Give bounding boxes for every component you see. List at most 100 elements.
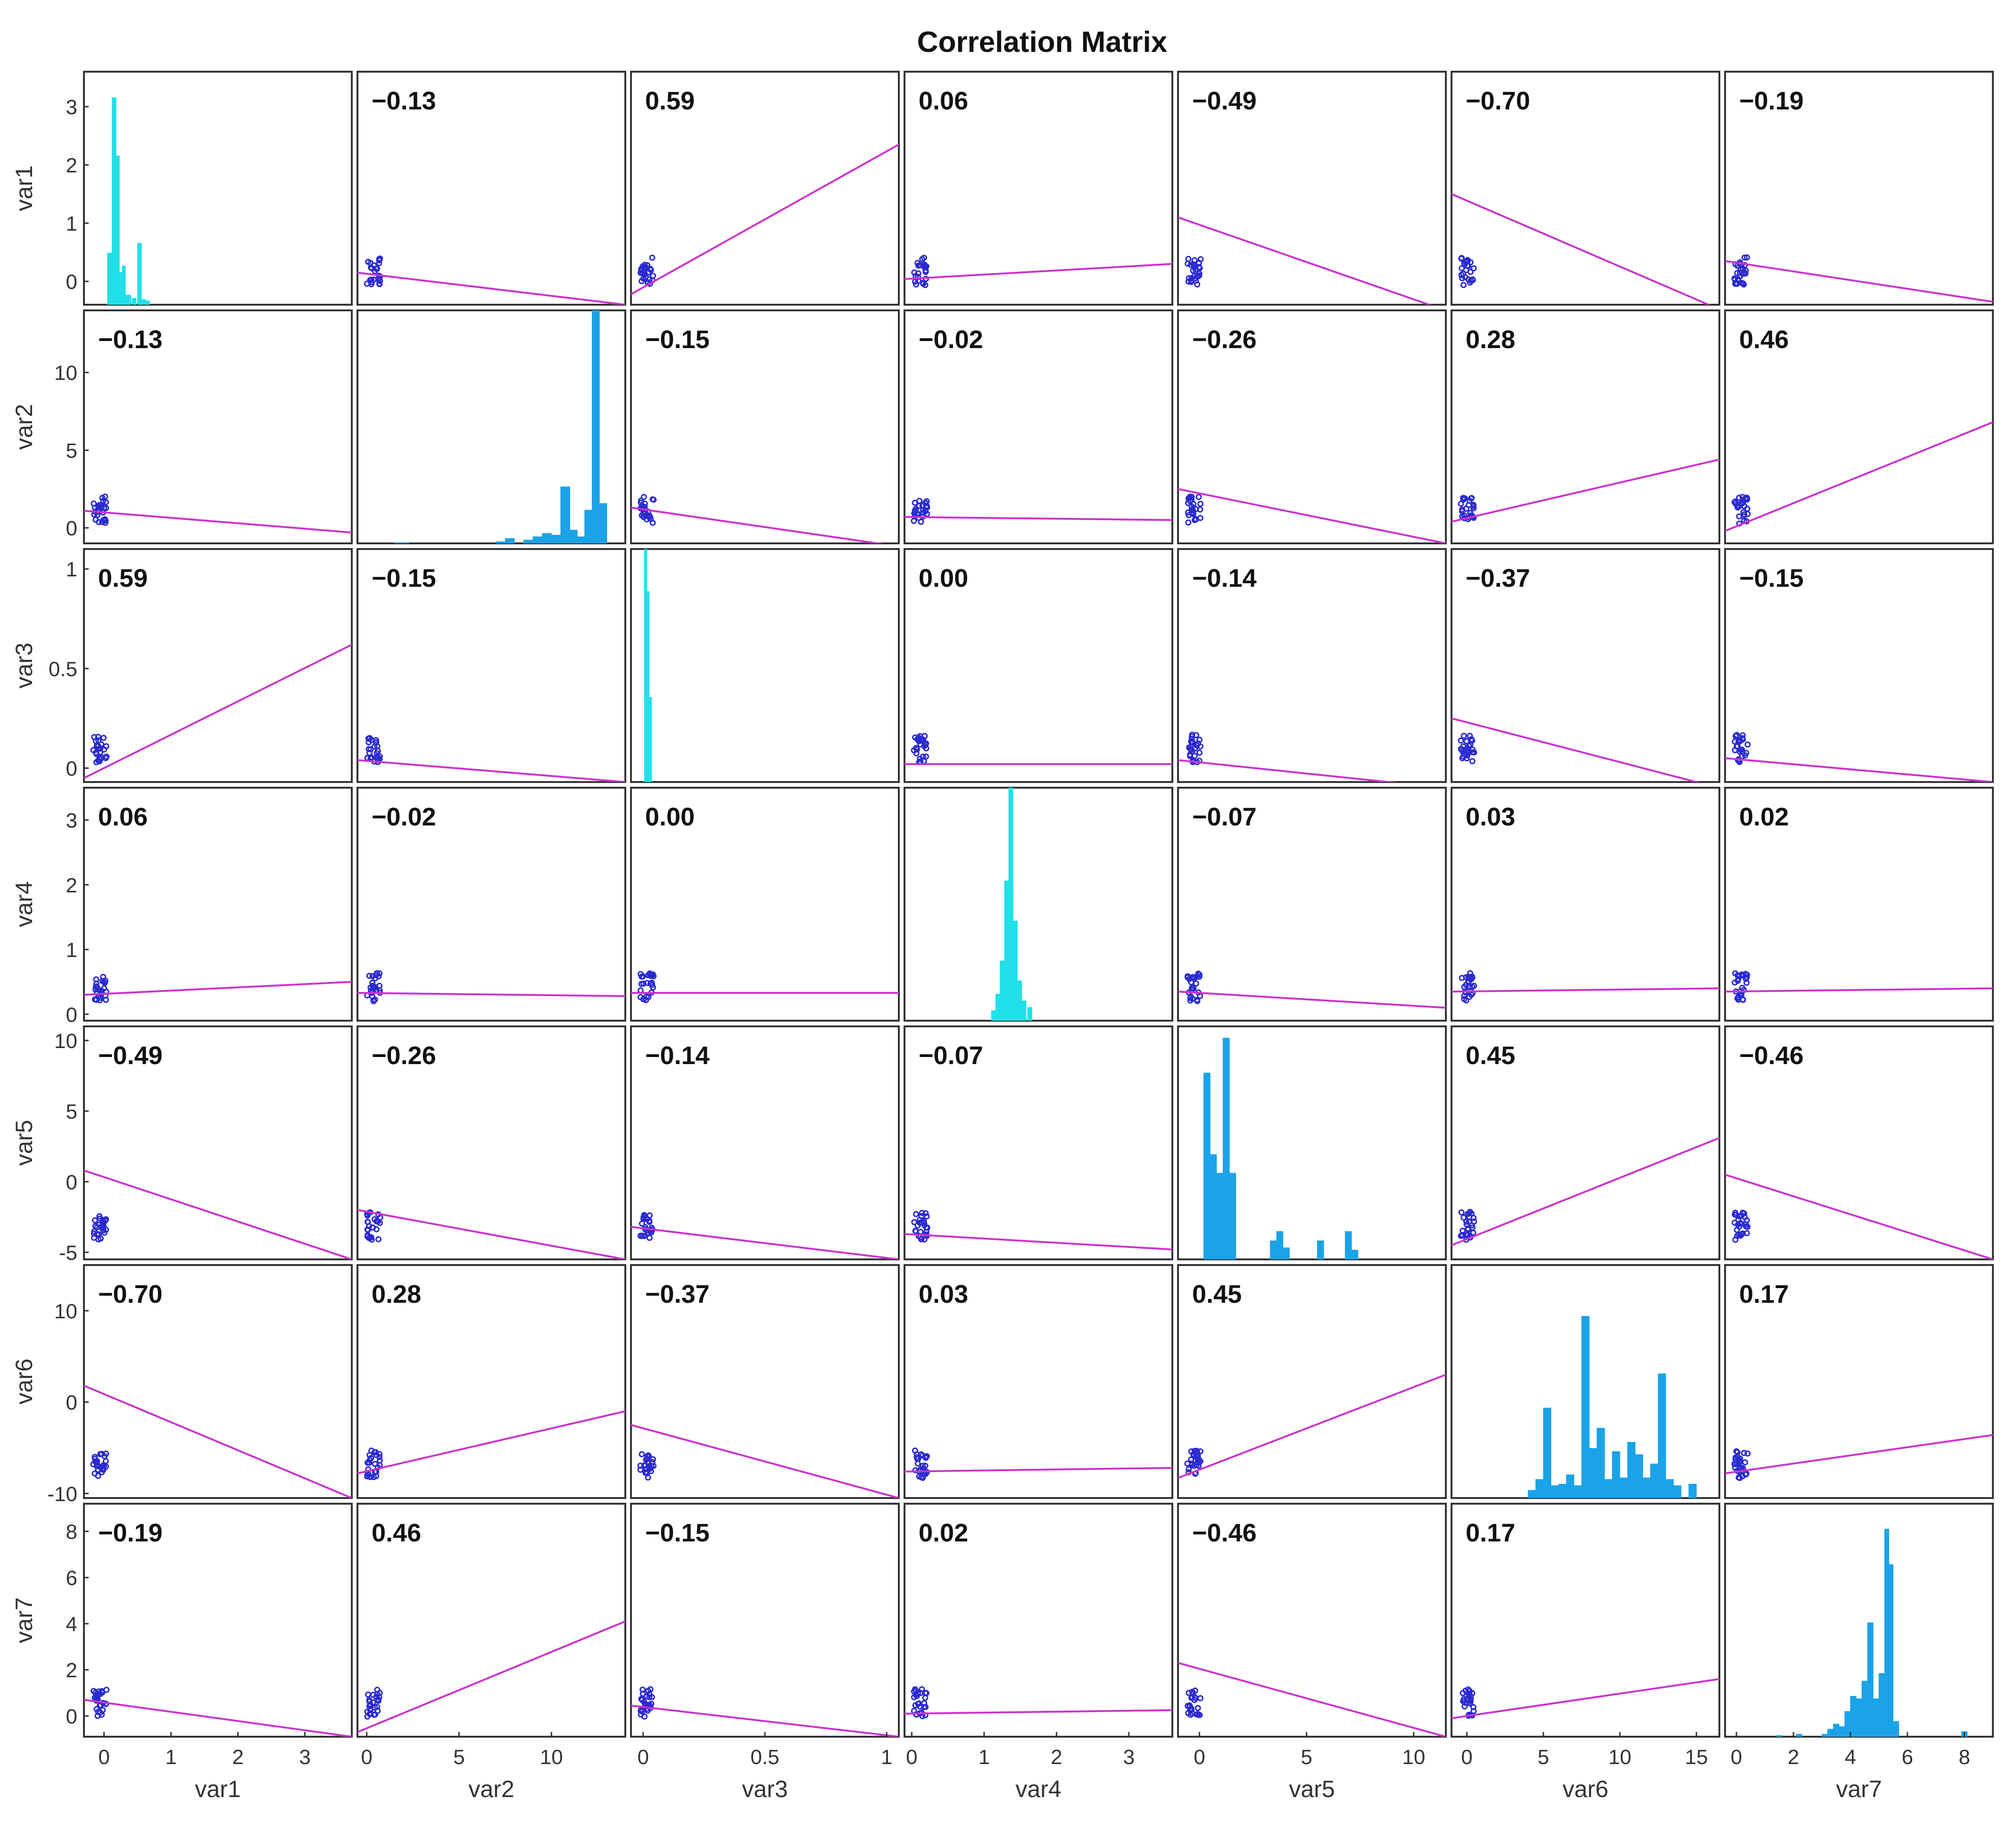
scatter-point	[640, 980, 647, 987]
scatter-point	[917, 1220, 923, 1226]
scatter-point	[1468, 495, 1475, 501]
histogram-bar	[1839, 1726, 1845, 1737]
scatter-point	[1470, 1215, 1477, 1221]
scatter-point	[917, 756, 923, 762]
panel-var5-var4	[904, 1025, 1173, 1260]
scatter-point	[1459, 275, 1466, 282]
scatter-point	[1197, 1448, 1203, 1455]
scatter-point	[1186, 1690, 1192, 1696]
panel-var1-var7	[1724, 71, 1994, 306]
scatter-point	[923, 1453, 930, 1459]
histogram-bar	[1861, 1681, 1868, 1737]
fit-line	[357, 1410, 625, 1474]
histogram-bar	[991, 1010, 996, 1021]
scatter-point	[649, 519, 656, 526]
scatter-point	[914, 746, 921, 753]
scatter-point	[376, 280, 382, 287]
scatter-point	[1194, 998, 1201, 1004]
histogram-bar	[1012, 920, 1018, 1021]
scatter-point	[1459, 974, 1465, 981]
panel-var3-var3	[630, 548, 900, 783]
fit-line	[1725, 1174, 1993, 1259]
histogram-bar	[532, 536, 543, 543]
y-tick-label: 2	[66, 874, 77, 897]
scatter-point	[916, 503, 922, 509]
scatter-point	[371, 1449, 378, 1456]
scatter-point	[1740, 513, 1747, 520]
fit-line	[904, 1233, 1172, 1251]
scatter-point	[646, 269, 652, 276]
scatter-point	[637, 1462, 644, 1469]
x-axis-label: var6	[1562, 1776, 1608, 1802]
scatter-point	[922, 1704, 929, 1710]
histogram-bar	[125, 294, 131, 305]
histogram-bar	[577, 536, 585, 543]
y-tick-label: 0	[66, 517, 77, 540]
scatter-point	[1471, 982, 1477, 989]
histogram-bar	[1004, 881, 1009, 1021]
scatter-point	[1188, 738, 1195, 745]
scatter-point	[367, 746, 374, 753]
scatter-point	[1733, 281, 1739, 287]
scatter-point	[646, 1234, 653, 1241]
scatter-point	[650, 496, 657, 503]
x-tick-label: 0	[638, 1746, 649, 1769]
scatter-point	[1743, 980, 1750, 986]
scatter-point	[1744, 741, 1751, 748]
y-tick-label: 0	[66, 1171, 77, 1194]
y-tick-label: 1	[66, 558, 77, 581]
scatter-point	[914, 1460, 921, 1467]
scatter-point	[1733, 1448, 1740, 1455]
scatter-point	[1460, 1214, 1467, 1221]
correlation-label: −0.02	[372, 803, 436, 831]
correlation-label: 0.45	[1466, 1041, 1515, 1070]
correlation-label: −0.02	[919, 325, 983, 354]
panel-var2-var5	[1177, 309, 1447, 544]
scatter-point	[1196, 736, 1203, 743]
x-tick-label: 0	[1731, 1746, 1742, 1769]
y-axis-label: var2	[11, 404, 37, 450]
panel-var5-var7	[1724, 1025, 1994, 1260]
histogram-bar	[1021, 1000, 1027, 1021]
histogram-bar	[560, 486, 570, 543]
scatter-point	[364, 1459, 371, 1466]
scatter-point	[1188, 497, 1195, 503]
scatter-point	[641, 1233, 647, 1240]
histogram-bar	[1634, 1454, 1643, 1498]
scatter-point	[1470, 505, 1477, 511]
panel-var7-var7	[1724, 1503, 1994, 1738]
correlation-label: 0.03	[919, 1280, 968, 1308]
histogram-bar	[1604, 1479, 1613, 1498]
correlation-label: −0.15	[645, 325, 710, 354]
panel-content	[1178, 970, 1446, 1009]
panel-var2-var7	[1724, 309, 1994, 544]
histogram-bar	[995, 994, 1001, 1021]
histogram-bar	[1000, 960, 1005, 1021]
fit-line	[1178, 1662, 1446, 1737]
scatter-point	[1731, 1461, 1738, 1467]
y-tick-label: 2	[66, 1659, 77, 1682]
scatter-point	[370, 997, 377, 1004]
scatter-point	[922, 500, 929, 506]
scatter-point	[373, 739, 379, 746]
scatter-point	[1189, 1694, 1195, 1700]
scatter-point	[648, 972, 655, 979]
scatter-point	[913, 506, 919, 512]
scatter-point	[649, 254, 655, 261]
panel-content	[84, 493, 352, 533]
panel-content	[1776, 1529, 1968, 1737]
scatter-point	[913, 1211, 919, 1217]
panel-content	[991, 788, 1032, 1021]
scatter-point	[374, 748, 381, 754]
x-tick-label: 10	[1402, 1746, 1425, 1769]
scatter-point	[1468, 1698, 1474, 1704]
panel-var1-var2	[357, 71, 626, 306]
scatter-point	[1738, 992, 1744, 999]
panel-content	[1178, 1374, 1446, 1479]
panel-content	[904, 1447, 1172, 1481]
panel-content	[1203, 1038, 1359, 1259]
scatter-point	[1460, 743, 1467, 749]
panel-content	[357, 970, 625, 1005]
fit-line	[357, 1209, 625, 1259]
scatter-point	[367, 1707, 373, 1713]
